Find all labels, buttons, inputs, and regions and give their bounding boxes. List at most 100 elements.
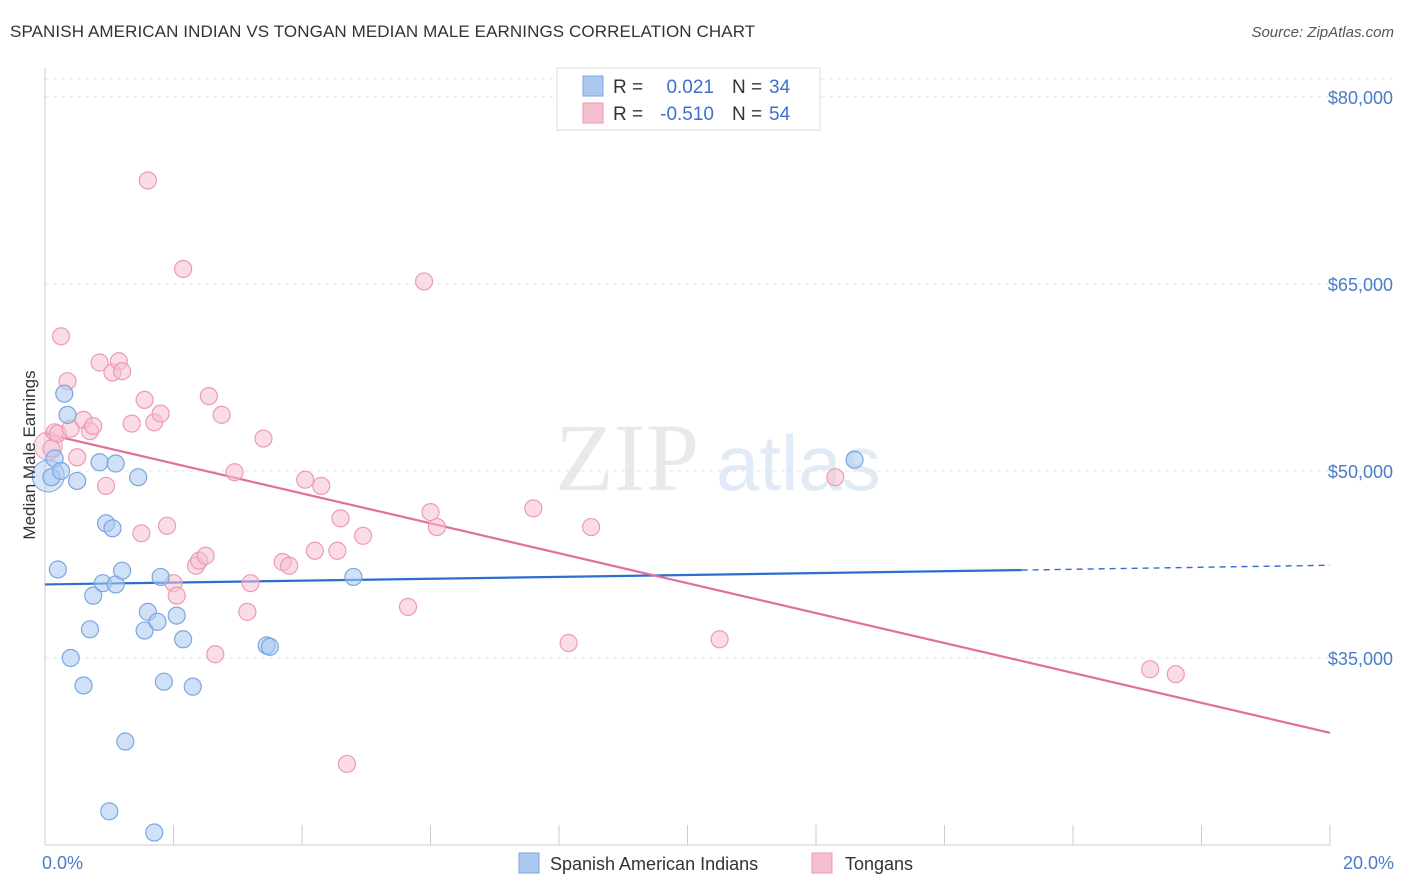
point-spanish-american-indians (154, 672, 173, 691)
point-spanish-american-indians (116, 732, 135, 751)
point-tongans (90, 353, 109, 372)
point-tongans (151, 404, 170, 423)
point-spanish-american-indians (129, 468, 148, 487)
point-tongans (414, 272, 434, 291)
point-tongans (112, 362, 132, 381)
point-tongans (68, 448, 87, 467)
point-tongans (157, 516, 177, 535)
legend-r-value-1: 0.021 (666, 77, 714, 98)
axis-labels: $35,000 $50,000 $65,000 $80,000 0.0% 20.0% (42, 88, 1394, 873)
point-tongans (238, 602, 257, 621)
gridlines (45, 78, 1392, 659)
point-spanish-american-indians (845, 450, 864, 469)
y-tick-label: $80,000 (1328, 88, 1393, 108)
point-tongans (84, 416, 103, 436)
point-spanish-american-indians (103, 519, 122, 538)
series-legend-label-blue: Spanish American Indians (550, 854, 758, 874)
legend-n-label-2: N = (732, 104, 762, 125)
point-tongans (206, 645, 225, 664)
point-spanish-american-indians (183, 677, 202, 696)
point-tongans (199, 387, 218, 406)
point-spanish-american-indians (55, 384, 74, 403)
point-tongans (524, 499, 543, 518)
point-tongans (296, 470, 315, 489)
point-tongans (51, 327, 71, 346)
point-tongans (138, 171, 157, 190)
point-spanish-american-indians (90, 453, 109, 472)
legend-swatch-pink (582, 102, 604, 124)
legend-r-label-1: R = (613, 77, 643, 98)
x-tick-label-max: 20.0% (1343, 853, 1394, 873)
point-spanish-american-indians (260, 637, 279, 656)
watermark: ZIP atlas (555, 404, 881, 511)
series-legend-label-pink: Tongans (845, 854, 913, 874)
point-spanish-american-indians (112, 561, 132, 580)
legend-n-value-1: 34 (769, 77, 791, 98)
point-tongans (337, 754, 357, 774)
series-legend-swatch-blue (518, 852, 540, 874)
series-legend: Spanish American Indians Tongans (518, 852, 913, 874)
legend-n-label-1: N = (732, 77, 762, 98)
source-credit: Source: ZipAtlas.com (1251, 24, 1394, 41)
point-tongans (241, 574, 260, 593)
point-tongans (96, 476, 116, 496)
point-tongans (427, 517, 447, 537)
data-points (31, 171, 1185, 842)
point-tongans (331, 509, 350, 528)
point-spanish-american-indians (74, 676, 93, 695)
point-spanish-american-indians (167, 606, 186, 625)
legend-r-label-2: R = (613, 104, 643, 125)
point-tongans (710, 630, 729, 649)
trend-line-tongans (44, 432, 1331, 734)
point-tongans (312, 476, 331, 496)
correlation-legend: R = 0.021 N = 34 R = -0.510 N = 54 (556, 67, 821, 131)
point-tongans (826, 468, 845, 487)
point-spanish-american-indians (344, 567, 363, 587)
point-tongans (305, 541, 324, 560)
y-axis-label: Median Male Earnings (20, 370, 39, 539)
point-spanish-american-indians (48, 560, 67, 579)
point-spanish-american-indians (58, 405, 77, 424)
point-spanish-american-indians (84, 586, 103, 605)
point-tongans (582, 517, 601, 537)
point-spanish-american-indians (174, 630, 193, 649)
point-spanish-american-indians (51, 461, 71, 481)
point-tongans (196, 546, 215, 565)
point-tongans (1140, 660, 1160, 679)
point-tongans (135, 390, 154, 410)
point-tongans (225, 463, 244, 482)
y-tick-label: $65,000 (1328, 275, 1393, 295)
y-tick-label: $35,000 (1328, 649, 1393, 669)
point-spanish-american-indians (80, 620, 100, 639)
trend-line-extension (1021, 564, 1331, 571)
legend-r-value-2: -0.510 (660, 104, 714, 125)
point-tongans (1166, 665, 1185, 684)
legend-swatch-blue (582, 75, 604, 97)
point-spanish-american-indians (145, 823, 164, 842)
point-spanish-american-indians (135, 621, 154, 640)
point-tongans (353, 526, 373, 545)
point-spanish-american-indians (61, 648, 80, 668)
axes (44, 68, 1331, 846)
point-tongans (559, 633, 578, 653)
point-tongans (328, 541, 347, 560)
y-tick-label: $50,000 (1328, 462, 1393, 482)
chart-title: SPANISH AMERICAN INDIAN VS TONGAN MEDIAN… (10, 22, 756, 41)
point-spanish-american-indians (106, 454, 125, 473)
point-tongans (122, 414, 141, 433)
point-tongans (254, 429, 273, 448)
point-spanish-american-indians (100, 802, 119, 821)
point-tongans (167, 586, 186, 605)
point-tongans (398, 597, 418, 616)
point-tongans (421, 503, 440, 522)
trend-line-spanish-american-indians (44, 568, 1022, 586)
x-tick-label-min: 0.0% (42, 853, 83, 873)
point-tongans (280, 556, 299, 575)
point-tongans (174, 259, 193, 279)
point-spanish-american-indians (68, 471, 87, 491)
point-spanish-american-indians (151, 567, 170, 587)
point-tongans (132, 524, 151, 543)
watermark-zip: ZIP (555, 404, 699, 511)
trend-lines (44, 432, 1331, 734)
